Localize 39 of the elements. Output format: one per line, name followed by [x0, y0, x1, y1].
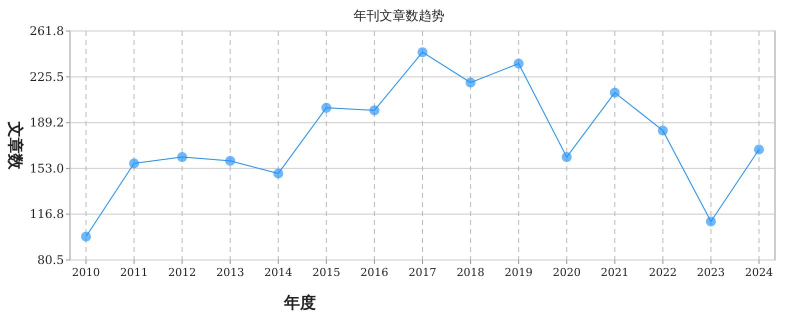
point	[129, 158, 140, 168]
point	[706, 216, 716, 226]
x-tick-label: 2014	[264, 266, 292, 279]
chart-title: 年刊文章数趋势	[354, 9, 444, 24]
x-axis-title: 年度	[283, 293, 316, 312]
point	[273, 168, 284, 178]
point	[658, 126, 668, 136]
point	[466, 78, 476, 88]
x-tick-label: 2022	[648, 266, 677, 279]
y-tick-label: 261.8	[30, 24, 64, 38]
point	[321, 102, 332, 113]
x-tick-label: 2020	[552, 266, 581, 279]
x-tick-label: 2021	[600, 266, 629, 279]
y-tick-label: 153.0	[30, 161, 64, 176]
x-tick-label: 2011	[120, 266, 148, 279]
point	[81, 232, 91, 242]
point	[562, 152, 572, 162]
x-tick-label: 2013	[216, 266, 244, 279]
x-tick-label: 2012	[168, 266, 196, 279]
x-tick-label: 2017	[408, 266, 436, 279]
point	[610, 88, 620, 98]
point	[418, 47, 428, 58]
x-tick-label: 2015	[312, 266, 340, 279]
x-tick-label: 2010	[72, 266, 100, 279]
point	[369, 105, 380, 116]
x-tick-label: 2024	[745, 266, 773, 279]
point	[514, 58, 524, 69]
point	[754, 144, 764, 154]
y-tick-label: 116.8	[30, 207, 64, 222]
x-tick-label: 2018	[456, 266, 485, 279]
point	[225, 156, 236, 166]
y-tick-label: 189.2	[30, 116, 64, 130]
point	[177, 152, 188, 162]
y-tick-label: 80.5	[37, 253, 64, 267]
x-tick-label: 2016	[360, 266, 388, 279]
y-axis-title: 文章数	[6, 120, 25, 170]
x-tick-label: 2019	[504, 266, 533, 279]
x-tick-label: 2023	[696, 266, 725, 279]
y-tick-label: 225.5	[30, 70, 64, 84]
